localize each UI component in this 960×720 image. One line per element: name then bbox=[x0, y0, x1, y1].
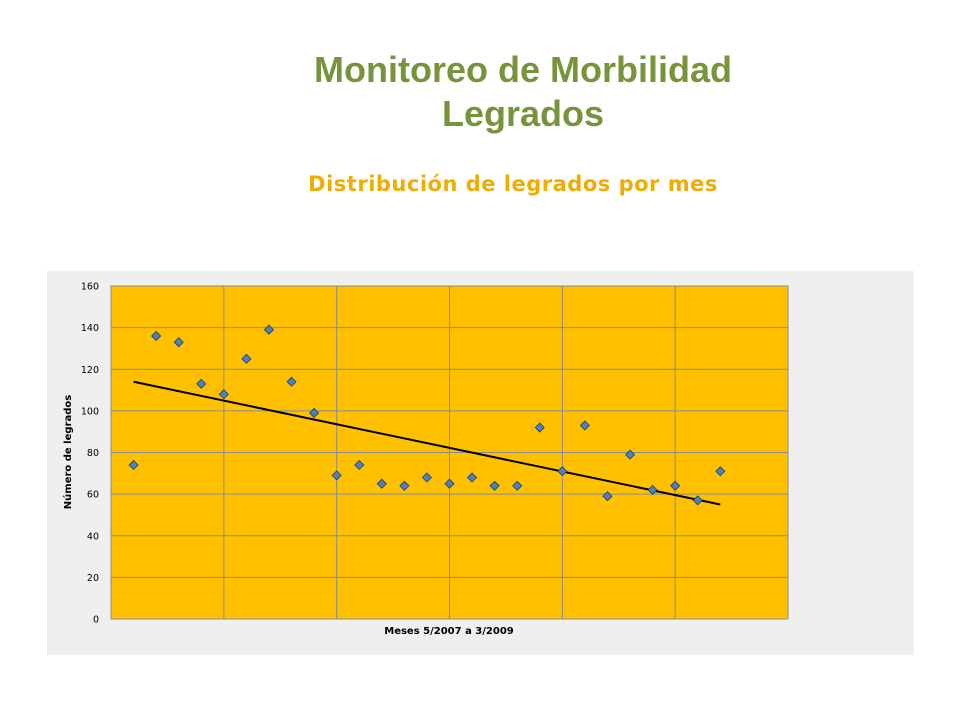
data-point bbox=[624, 449, 636, 460]
y-tick-label: 0 bbox=[93, 615, 99, 626]
data-point bbox=[421, 472, 432, 483]
y-axis-ticks: 0 20 40 60 80 100 120 140 160 bbox=[81, 282, 99, 626]
data-point bbox=[670, 480, 681, 491]
slide-title-line-2: Legrados bbox=[441, 93, 605, 134]
data-point bbox=[151, 330, 162, 342]
data-point bbox=[376, 478, 387, 489]
data-point bbox=[331, 470, 342, 481]
slide-title-line-1: Monitoreo de Morbilidad bbox=[314, 49, 732, 90]
data-point bbox=[715, 466, 726, 477]
y-tick-label: 20 bbox=[87, 573, 99, 584]
data-point bbox=[173, 337, 184, 348]
data-point bbox=[692, 495, 703, 506]
y-tick-label: 40 bbox=[87, 531, 99, 542]
y-tick-label: 140 bbox=[81, 323, 99, 334]
data-point bbox=[399, 480, 410, 491]
slide-title: Monitoreo de Morbilidad Legrados bbox=[0, 48, 960, 136]
data-point bbox=[241, 353, 252, 364]
y-tick-label: 100 bbox=[81, 406, 99, 417]
trend-line bbox=[133, 380, 721, 506]
y-tick-label: 60 bbox=[87, 490, 99, 501]
data-point bbox=[534, 422, 545, 433]
data-point bbox=[354, 459, 365, 471]
data-point bbox=[128, 459, 139, 471]
gridlines bbox=[111, 286, 788, 619]
data-point bbox=[489, 480, 500, 491]
y-axis-label: Número de legrados bbox=[62, 395, 74, 509]
data-point bbox=[218, 389, 229, 400]
y-tick-label: 80 bbox=[87, 448, 99, 459]
data-points bbox=[128, 324, 726, 506]
data-point bbox=[309, 407, 320, 419]
data-point bbox=[196, 378, 207, 389]
data-point bbox=[512, 480, 523, 491]
x-axis-label: Meses 5/2007 a 3/2009 bbox=[384, 626, 514, 637]
data-point bbox=[263, 324, 275, 335]
y-tick-label: 160 bbox=[81, 282, 99, 293]
data-point bbox=[444, 478, 455, 489]
data-point bbox=[467, 472, 478, 483]
data-point bbox=[557, 466, 568, 477]
chart-subtitle: Distribución de legrados por mes bbox=[308, 172, 718, 196]
y-tick-label: 120 bbox=[81, 365, 99, 376]
data-point bbox=[286, 376, 297, 387]
data-point bbox=[579, 420, 590, 431]
data-point bbox=[647, 484, 658, 496]
data-point bbox=[602, 491, 613, 502]
